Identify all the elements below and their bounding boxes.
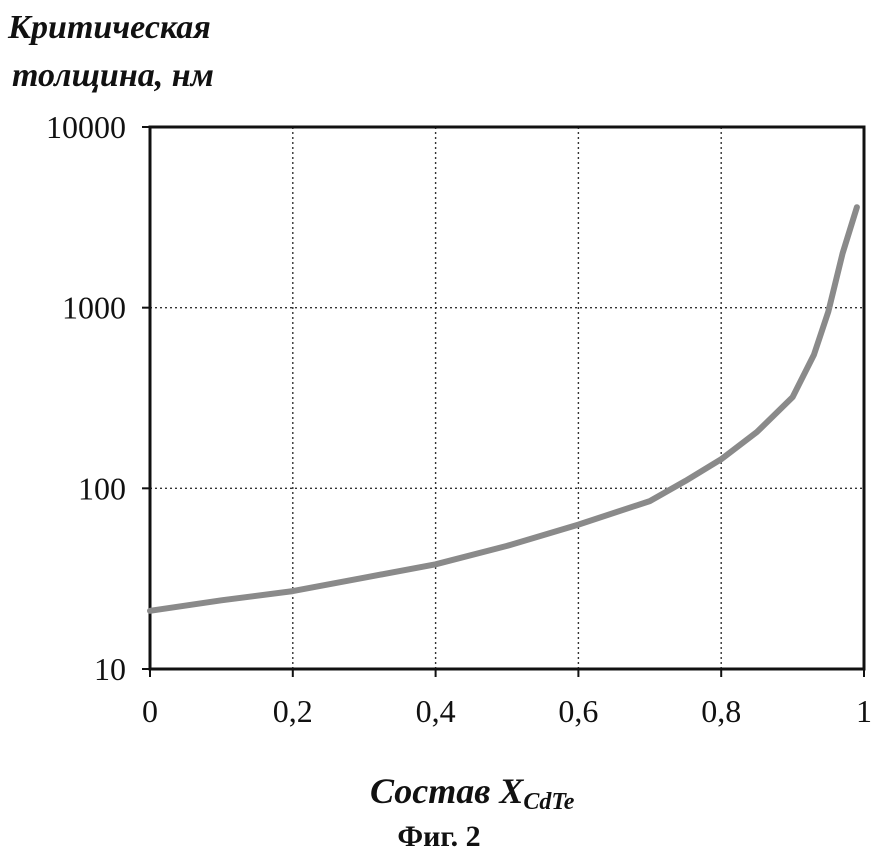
x-tick-label: 0,2: [273, 693, 313, 729]
series-layer: [150, 207, 857, 611]
y-tick-label: 10000: [46, 109, 126, 145]
x-tick-label: 0: [142, 693, 158, 729]
x-tick-label: 0,4: [416, 693, 456, 729]
grid-lines: [150, 127, 864, 669]
y-tick-label: 10: [94, 651, 126, 687]
figure-caption: Фиг. 2: [0, 820, 878, 854]
x-tick-label: 0,8: [701, 693, 741, 729]
x-axis-label-main: Состав X: [370, 771, 523, 811]
x-tick-label: 0,6: [558, 693, 598, 729]
x-tick-label: 1: [856, 693, 872, 729]
x-axis-label-sub: CdTe: [523, 789, 574, 815]
tick-labels: 0 0,2 0,4 0,6 0,8 1 10 100 1000 10000: [46, 109, 872, 729]
y-tick-label: 1000: [62, 290, 126, 326]
plot-frame: [150, 127, 864, 669]
x-axis-label: Состав XCdTe: [370, 770, 574, 816]
y-tick-label: 100: [78, 470, 126, 506]
series-line: [150, 207, 857, 611]
